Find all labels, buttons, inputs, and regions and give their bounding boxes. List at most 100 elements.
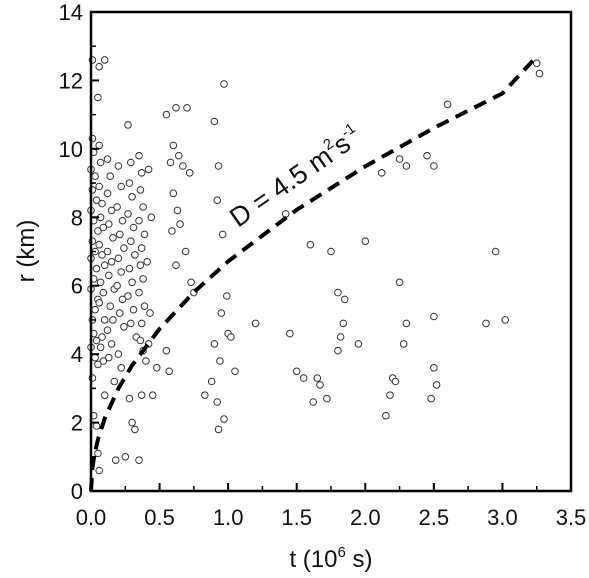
data-point-103 bbox=[136, 336, 145, 345]
data-point-76 bbox=[125, 179, 134, 187]
data-point-19 bbox=[92, 336, 101, 345]
data-point-45 bbox=[103, 189, 112, 198]
y-axis-title: r (km) bbox=[13, 220, 40, 283]
data-point-163 bbox=[340, 295, 349, 304]
data-point-194 bbox=[501, 316, 510, 324]
y-tick-label-0: 0 bbox=[71, 479, 83, 504]
x-tick-label-5: 2.5 bbox=[419, 505, 450, 530]
data-point-164 bbox=[339, 319, 348, 328]
data-point-22 bbox=[94, 360, 102, 369]
data-point-151 bbox=[207, 377, 216, 386]
data-point-134 bbox=[187, 278, 195, 287]
data-point-146 bbox=[217, 309, 226, 317]
data-point-88 bbox=[125, 394, 134, 403]
data-point-66 bbox=[117, 268, 125, 276]
data-point-140 bbox=[210, 117, 219, 126]
x-axis-title-base: t (10 bbox=[289, 546, 337, 573]
data-point-179 bbox=[430, 162, 438, 170]
data-point-170 bbox=[316, 381, 324, 389]
data-point-171 bbox=[309, 398, 318, 406]
data-point-192 bbox=[491, 247, 500, 256]
data-point-138 bbox=[153, 364, 161, 372]
data-point-122 bbox=[183, 104, 191, 112]
data-point-94 bbox=[139, 203, 147, 211]
data-point-124 bbox=[175, 151, 183, 160]
data-point-32 bbox=[95, 240, 103, 249]
x-tick-label-3: 1.5 bbox=[281, 505, 312, 530]
x-tick-label-2: 1.0 bbox=[213, 505, 244, 530]
data-point-177 bbox=[402, 162, 411, 170]
data-point-59 bbox=[114, 162, 123, 170]
y-tick-label-2: 4 bbox=[71, 342, 83, 367]
data-point-173 bbox=[354, 340, 363, 348]
x-axis-title-exp: 6 bbox=[338, 544, 346, 561]
data-point-28 bbox=[95, 182, 103, 191]
data-point-27 bbox=[96, 158, 105, 167]
data-point-68 bbox=[118, 295, 127, 304]
y-tick-label-1: 2 bbox=[71, 411, 83, 436]
data-point-126 bbox=[179, 162, 187, 170]
data-point-74 bbox=[124, 121, 132, 129]
data-point-119 bbox=[121, 453, 130, 461]
data-point-154 bbox=[220, 415, 228, 423]
y-tick-label-5: 10 bbox=[59, 137, 83, 162]
data-point-89 bbox=[128, 418, 136, 427]
data-point-142 bbox=[214, 162, 223, 170]
data-point-175 bbox=[377, 169, 386, 177]
data-point-29 bbox=[98, 199, 106, 208]
data-point-21 bbox=[91, 353, 99, 362]
diffusion-curve bbox=[89, 55, 539, 492]
data-point-71 bbox=[114, 350, 123, 358]
data-point-158 bbox=[281, 210, 290, 218]
data-point-44 bbox=[106, 172, 114, 180]
data-point-155 bbox=[214, 425, 223, 434]
data-point-95 bbox=[135, 216, 143, 225]
x-tick-label-0: 0.0 bbox=[76, 505, 107, 530]
data-point-190 bbox=[427, 394, 435, 403]
data-point-51 bbox=[105, 271, 113, 280]
data-point-108 bbox=[144, 165, 153, 174]
data-point-35 bbox=[96, 278, 105, 287]
data-point-196 bbox=[535, 69, 544, 78]
data-point-86 bbox=[127, 319, 135, 328]
data-point-79 bbox=[129, 223, 138, 232]
data-point-48 bbox=[109, 234, 117, 242]
data-point-42 bbox=[100, 391, 109, 400]
data-point-37 bbox=[95, 299, 103, 307]
data-point-114 bbox=[95, 62, 103, 71]
data-point-36 bbox=[99, 288, 108, 297]
data-point-40 bbox=[96, 343, 105, 352]
data-point-90 bbox=[131, 425, 139, 434]
x-tick-label-4: 2.0 bbox=[350, 505, 381, 530]
data-point-34 bbox=[100, 261, 109, 270]
data-point-150 bbox=[231, 367, 239, 376]
data-point-70 bbox=[120, 323, 128, 331]
data-point-148 bbox=[210, 340, 219, 348]
data-point-178 bbox=[423, 151, 431, 160]
data-point-3 bbox=[91, 172, 99, 180]
data-point-12 bbox=[92, 264, 101, 273]
data-point-185 bbox=[386, 391, 394, 400]
data-point-60 bbox=[117, 182, 125, 191]
data-point-111 bbox=[146, 309, 154, 317]
data-point-97 bbox=[137, 244, 146, 252]
data-point-63 bbox=[116, 230, 124, 239]
data-points bbox=[87, 56, 544, 475]
data-point-75 bbox=[127, 158, 135, 167]
data-point-91 bbox=[135, 151, 143, 160]
data-point-130 bbox=[176, 220, 184, 228]
data-point-99 bbox=[139, 275, 147, 283]
data-point-182 bbox=[399, 340, 408, 348]
data-point-195 bbox=[532, 59, 541, 68]
data-point-80 bbox=[127, 237, 135, 245]
data-point-98 bbox=[136, 261, 145, 270]
x-axis: 0.0 0.5 1.0 1.5 2.0 2.5 3.0 3.5 bbox=[76, 483, 586, 530]
y-tick-label-4: 8 bbox=[71, 205, 83, 230]
data-point-81 bbox=[131, 251, 139, 259]
data-point-101 bbox=[140, 302, 149, 311]
data-point-162 bbox=[334, 288, 342, 297]
data-point-107 bbox=[135, 456, 143, 465]
data-point-172 bbox=[323, 394, 331, 403]
x-axis-title: t (106 s) bbox=[289, 544, 372, 573]
data-point-69 bbox=[116, 309, 124, 317]
